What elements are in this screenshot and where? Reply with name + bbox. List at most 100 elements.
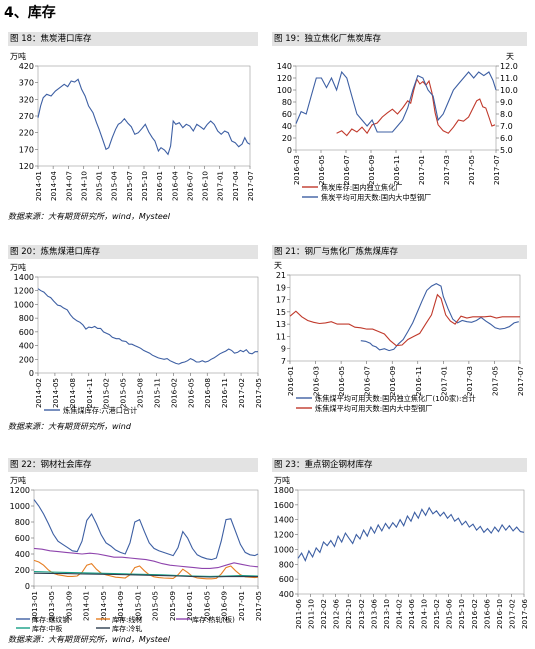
series-line: [37, 288, 258, 365]
x-tick-label: 2017-03: [442, 155, 451, 185]
y-tick-label: 420: [19, 62, 34, 71]
section-title: 4、库存: [4, 5, 56, 21]
x-tick-label: 2013-09: [64, 591, 73, 621]
chart-fig19: 天 140 120 100 80 60 40 20 0 12.0 11.0 10.0 9.0 8.0 7.0…: [277, 52, 518, 202]
y-tick-label: 13: [276, 320, 286, 329]
figure-19: 图 19：独立焦化厂焦炭库存 天 140 120 100 80 60 40 20 0 12.0 11…: [272, 32, 527, 212]
y-tick-label-right: 8.0: [500, 110, 513, 119]
x-tick-label: 2011-10: [307, 599, 316, 629]
x-tick-label: 2015-10: [457, 599, 466, 629]
y-tick-label: 800: [279, 560, 294, 569]
y-tick-label: 11: [276, 332, 286, 341]
y-tick-label: 100: [277, 86, 292, 95]
x-tick-label: 2017-07: [492, 155, 501, 185]
x-tick-label: 2014-07: [64, 171, 73, 201]
series-line: [295, 70, 497, 133]
x-tick-label: 2017-01: [237, 591, 246, 621]
figure-title: 图 19：独立焦化厂焦炭库存: [272, 32, 527, 46]
y-tick-label-right: 7.0: [500, 122, 513, 131]
legend-label: 库存:线材: [112, 615, 142, 624]
figure-title: 图 21：钢厂与焦化厂炼焦煤库存: [272, 245, 527, 259]
x-tick-label: 2016-01: [286, 366, 295, 396]
y-tick-label: 1000: [14, 300, 34, 309]
x-tick-label: 2016-04: [170, 171, 179, 201]
figure-title: 图 20：炼焦煤港口库存: [8, 245, 258, 259]
y-tick-label-right: 12.0: [500, 62, 518, 71]
series-line: [33, 571, 259, 577]
y-tick-label: 800: [15, 518, 30, 527]
x-tick-label: 2016-09: [367, 155, 376, 185]
plot-frame: [289, 274, 521, 362]
x-tick-label: 2015-04: [110, 171, 119, 201]
y-tick-label: 0: [25, 582, 30, 591]
x-tick-label: 2016-06: [482, 599, 491, 629]
series-line: [33, 547, 259, 569]
x-tick-label: 2017-05: [467, 155, 476, 185]
series-line: [37, 78, 251, 156]
y-tick-label: 400: [15, 550, 30, 559]
y-tick-label: 400: [279, 590, 294, 599]
x-tick-label: 2017-03: [465, 366, 474, 396]
y-tick-label-right: 9.0: [500, 98, 513, 107]
x-tick-label: 2012-06: [332, 599, 341, 629]
y-tick-label: 0: [287, 146, 292, 155]
x-tick-label: 2016-08: [203, 378, 212, 408]
legend-label: 焦炭平均可用天数:国内大中型钢厂: [321, 193, 431, 202]
x-tick-label: 2011-06: [294, 599, 303, 629]
x-tick-label: 2012-02: [319, 599, 328, 629]
x-tick-label: 2017-05: [490, 366, 499, 396]
x-tick-label: 2014-10: [79, 171, 88, 201]
x-tick-label: 2016-10: [201, 171, 210, 201]
x-tick-label: 2016-03: [292, 155, 301, 185]
y-tick-label: 15: [276, 308, 286, 317]
legend-label: 库存:螺纹钢: [32, 615, 69, 624]
legend-label: 炼焦煤平均可用天数:国内独立焦化厂(100家):合计: [315, 394, 476, 403]
x-tick-label: 2016-07: [363, 366, 372, 396]
series-line: [360, 282, 519, 352]
y-axis-unit: 万吨: [10, 262, 26, 272]
x-tick-label: 2013-05: [47, 591, 56, 621]
y-tick-label: 170: [19, 145, 34, 154]
series-line: [289, 293, 520, 347]
series-line: [33, 559, 259, 580]
y-tick-label: 600: [19, 328, 34, 337]
y-tick-label: 19: [276, 283, 286, 292]
y-tick-label: 220: [19, 129, 34, 138]
x-tick-label: 2015-10: [140, 171, 149, 201]
x-tick-label: 2016-11: [414, 366, 423, 396]
x-tick-label: 2017-07: [246, 171, 255, 201]
y-tick-label: 200: [19, 355, 34, 364]
x-tick-label: 2014-02: [34, 378, 43, 408]
x-tick-label: 2015-09: [168, 591, 177, 621]
x-tick-label: 2016-11: [392, 155, 401, 185]
figure-title: 图 22：钢材社会库存: [8, 458, 258, 472]
y-tick-label: 400: [19, 342, 34, 351]
y-tick-label: 1600: [274, 501, 294, 510]
x-tick-label: 2013-06: [369, 599, 378, 629]
figure-23: 图 23：重点钢企钢材库存 万吨 1800 1600 1400 1200 1000 800 6…: [272, 458, 529, 630]
plot-frame: [295, 65, 497, 151]
x-tick-label: 2016-02: [470, 599, 479, 629]
y-tick-label: 0: [29, 369, 34, 378]
y-tick-label: 1800: [274, 486, 294, 495]
x-tick-label: 2017-02: [507, 599, 516, 629]
y-tick-label: 600: [15, 534, 30, 543]
x-tick-label: 2017-07: [516, 366, 525, 396]
x-tick-label: 2017-01: [216, 171, 225, 201]
x-tick-label: 2016-09: [388, 366, 397, 396]
x-tick-label: 2015-07: [125, 171, 134, 201]
source-note-row3: 数据来源：大有期货研究所，wind，Mysteel: [8, 635, 170, 644]
x-tick-label: 2015-02: [432, 599, 441, 629]
y-tick-label: 140: [277, 62, 292, 71]
x-tick-label: 2016-10: [495, 599, 504, 629]
source-note-row2: 数据来源：大有期货研究所，wind: [8, 422, 131, 431]
y-tick-label-right: 6.0: [500, 134, 513, 143]
y-tick-label: 1200: [14, 287, 34, 296]
y-axis-unit: 天: [274, 261, 282, 270]
figure-21: 图 21：钢厂与焦化厂炼焦煤库存 天 21 19 17 15 13 11 9 7 2016-01 2…: [272, 245, 527, 415]
x-tick-label: 2014-10: [420, 599, 429, 629]
y-tick-label: 7: [281, 357, 286, 366]
x-tick-label: 2013-10: [382, 599, 391, 629]
